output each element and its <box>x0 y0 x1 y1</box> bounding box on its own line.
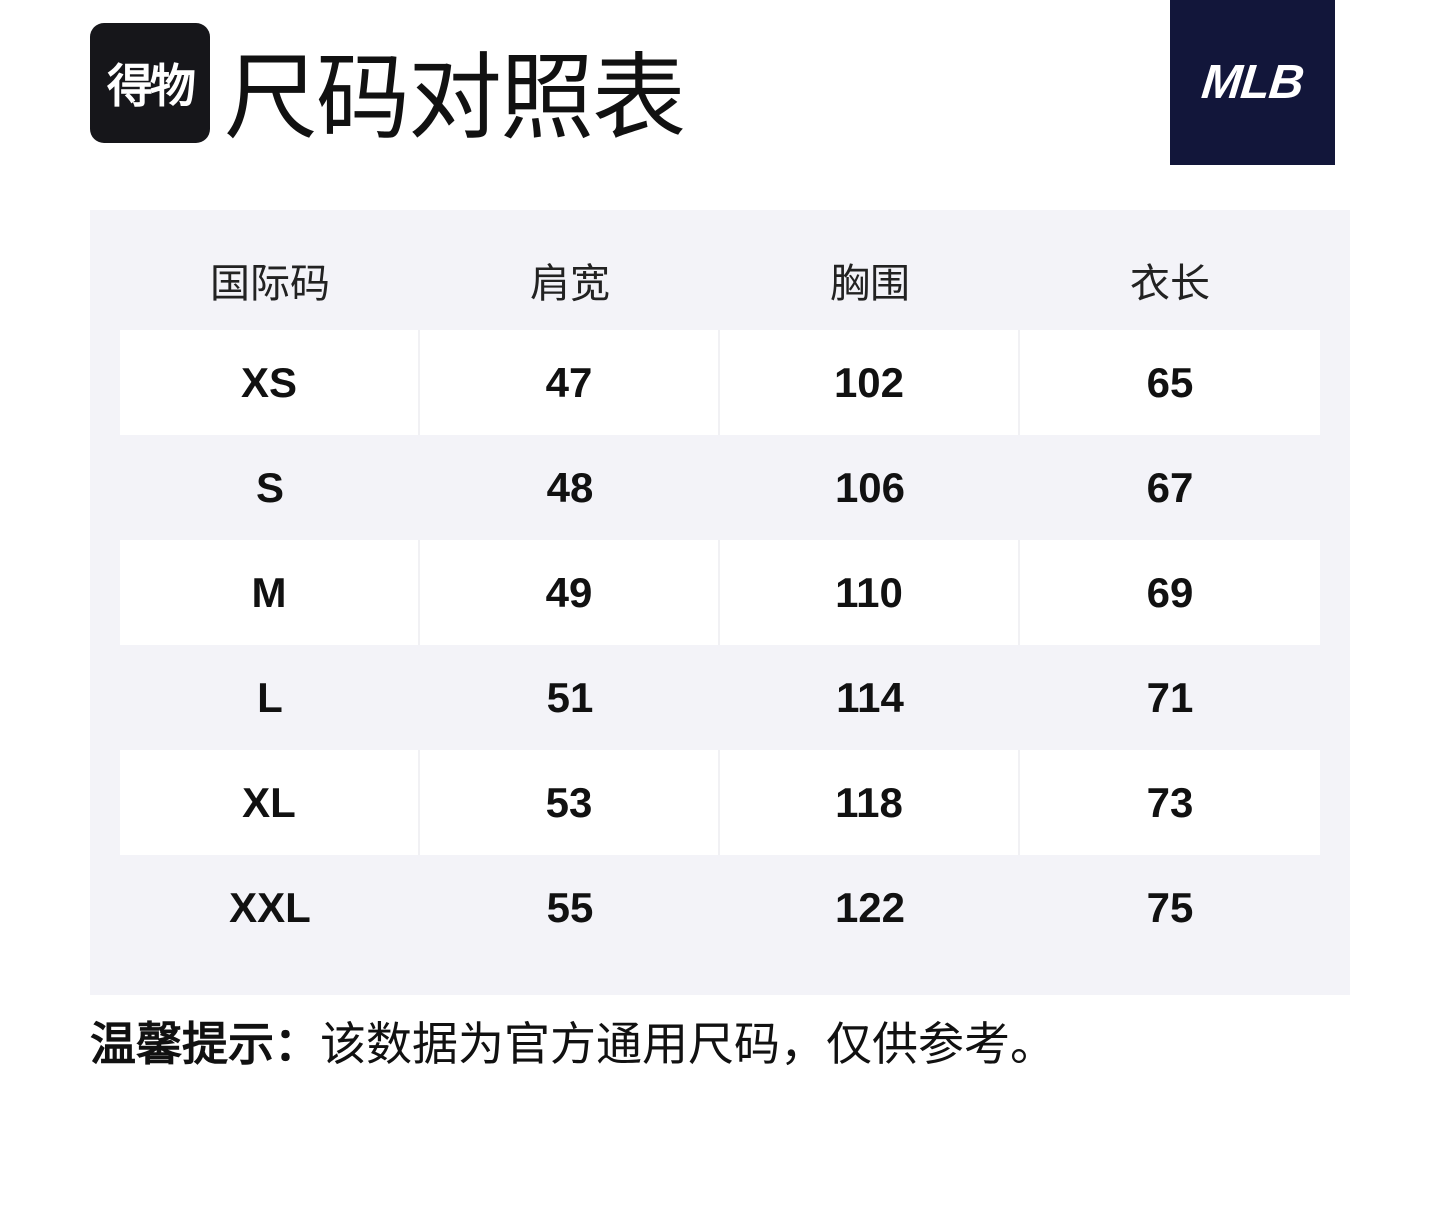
chest-cell: 110 <box>720 540 1020 645</box>
shoulder-width-cell: 51 <box>546 673 594 721</box>
table-header-row: 国际码 肩宽 胸围 衣长 <box>120 240 1320 320</box>
shoulder-width-cell: 48 <box>546 463 594 511</box>
chest-cell: 122 <box>834 883 906 931</box>
table-row: S 48 106 67 <box>120 435 1320 540</box>
table-body: XS 47 102 65 S 48 106 67 M 49 110 69 L 5… <box>120 330 1320 960</box>
size-cell: XL <box>120 750 420 855</box>
size-cell: M <box>120 540 420 645</box>
table-row: M 49 110 69 <box>120 540 1320 645</box>
size-cell: S <box>255 463 284 511</box>
tip-label: 温馨提示： <box>90 1017 320 1071</box>
brand-logo-text: MLB <box>1199 56 1306 109</box>
table-row: L 51 114 71 <box>120 645 1320 750</box>
shoulder-width-cell: 49 <box>420 540 720 645</box>
app-logo-icon: 得物 <box>90 23 210 143</box>
length-cell: 65 <box>1020 330 1320 435</box>
chest-cell: 114 <box>836 673 904 721</box>
length-cell: 71 <box>1146 673 1194 721</box>
length-cell: 73 <box>1020 750 1320 855</box>
shoulder-width-cell: 47 <box>420 330 720 435</box>
brand-logo: MLB <box>1170 0 1335 165</box>
chest-cell: 106 <box>834 463 906 511</box>
page-title: 尺码对照表 <box>224 44 686 153</box>
size-cell: XS <box>120 330 420 435</box>
tip-note: 温馨提示：该数据为官方通用尺码，仅供参考。 <box>90 1012 1056 1076</box>
tip-text: 该数据为官方通用尺码，仅供参考。 <box>320 1017 1056 1071</box>
shoulder-width-cell: 55 <box>546 883 594 931</box>
column-header-intl-size: 国际码 <box>210 261 330 307</box>
table-row: XXL 55 122 75 <box>120 855 1320 960</box>
length-cell: 69 <box>1020 540 1320 645</box>
size-chart-table: 国际码 肩宽 胸围 衣长 XS 47 102 65 S 48 106 67 M … <box>90 210 1350 995</box>
size-cell: XXL <box>229 883 311 931</box>
size-cell: L <box>257 673 283 721</box>
table-row: XS 47 102 65 <box>120 330 1320 435</box>
chest-cell: 118 <box>720 750 1020 855</box>
column-header-shoulder-width: 肩宽 <box>530 261 610 307</box>
column-header-chest: 胸围 <box>830 261 910 307</box>
shoulder-width-cell: 53 <box>420 750 720 855</box>
column-header-length: 衣长 <box>1130 261 1210 307</box>
chest-cell: 102 <box>720 330 1020 435</box>
length-cell: 67 <box>1146 463 1194 511</box>
table-row: XL 53 118 73 <box>120 750 1320 855</box>
app-logo-text: 得物 <box>107 59 196 113</box>
length-cell: 75 <box>1146 883 1194 931</box>
